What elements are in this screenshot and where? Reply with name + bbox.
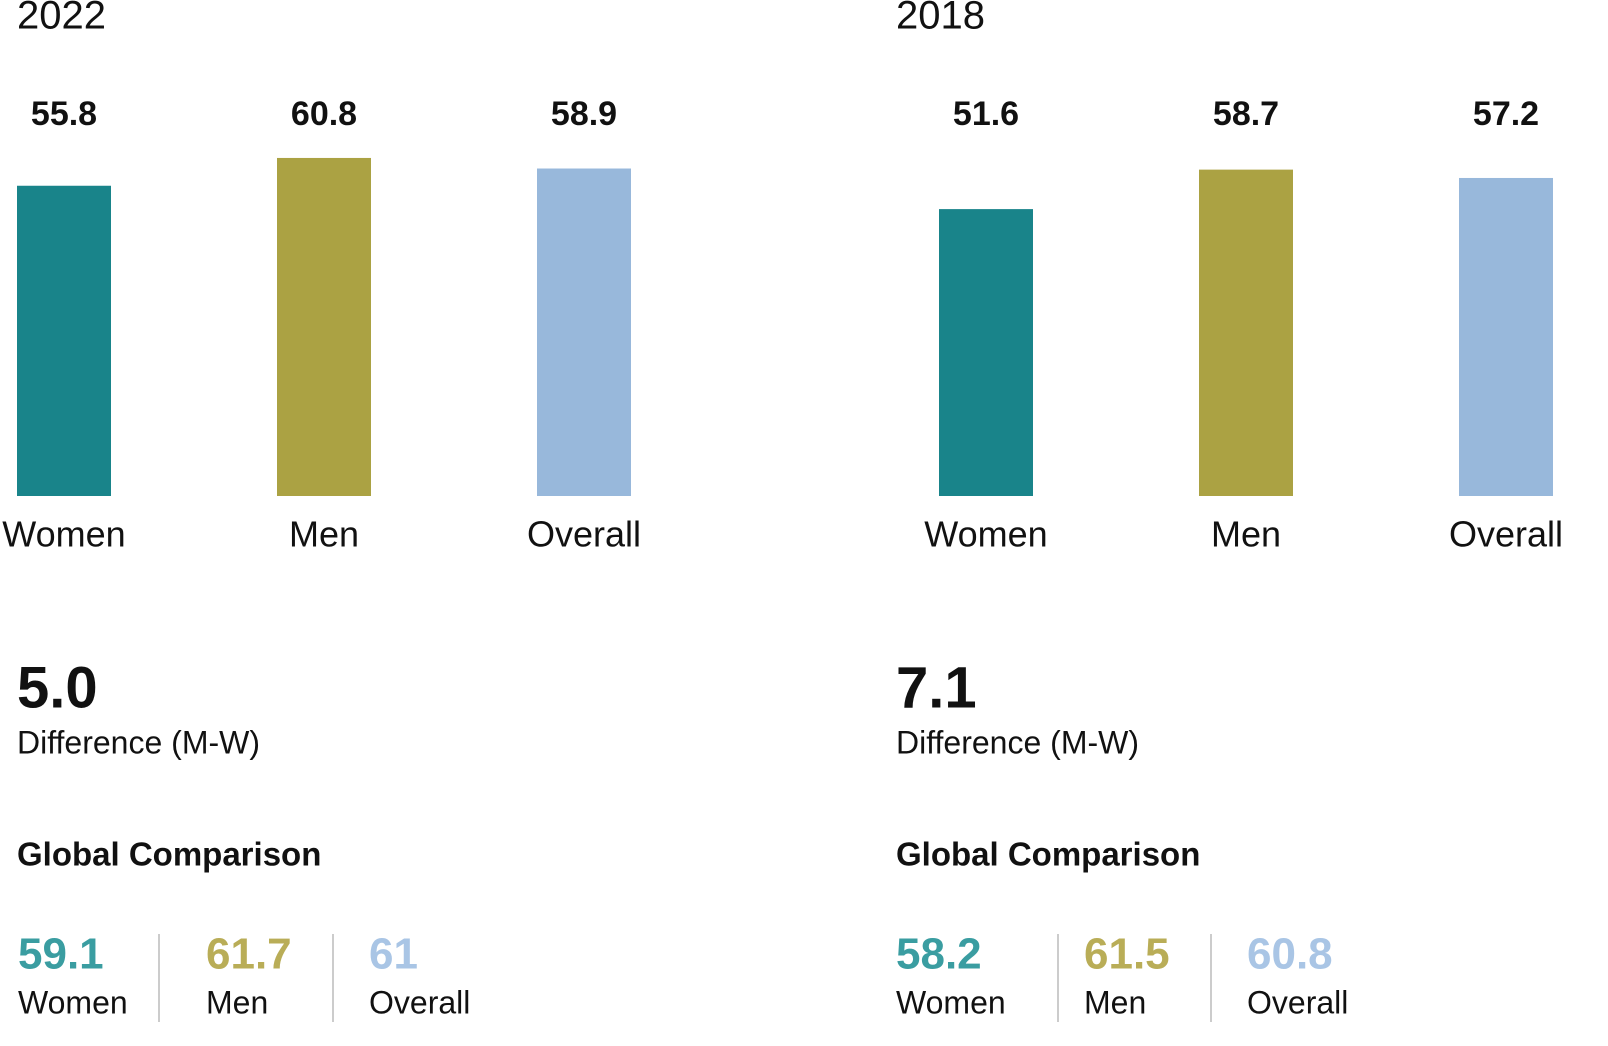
stat-label: Overall xyxy=(1247,984,1348,1020)
chart-title: 2018 xyxy=(896,0,985,38)
stat-value: 58.2 xyxy=(896,930,982,979)
stat-value: 61 xyxy=(369,930,418,979)
category-label: Overall xyxy=(527,514,641,555)
category-label: Women xyxy=(924,514,1047,555)
stat-label: Women xyxy=(18,984,128,1020)
category-label: Men xyxy=(1211,514,1281,555)
category-label: Overall xyxy=(1449,514,1563,555)
stat-label: Men xyxy=(206,984,268,1020)
bar xyxy=(1459,177,1553,496)
stat-value: 59.1 xyxy=(18,930,104,979)
chart-title: 2022 xyxy=(17,0,106,38)
bar xyxy=(17,185,111,496)
stat-label: Overall xyxy=(369,984,470,1020)
bar xyxy=(537,168,631,497)
category-label: Women xyxy=(2,514,125,555)
bar xyxy=(277,157,371,496)
stat-value: 61.7 xyxy=(206,930,292,979)
value-label: 51.6 xyxy=(953,95,1019,133)
stat-value: 61.5 xyxy=(1084,930,1170,979)
stat-label: Women xyxy=(896,984,1006,1020)
value-label: 57.2 xyxy=(1473,95,1539,133)
bar xyxy=(1199,169,1293,497)
category-label: Men xyxy=(289,514,359,555)
difference-label: Difference (M-W) xyxy=(896,724,1139,760)
stat-label: Men xyxy=(1084,984,1146,1020)
value-label: 58.7 xyxy=(1213,95,1279,133)
value-label: 55.8 xyxy=(31,95,97,133)
comparison-heading: Global Comparison xyxy=(17,836,321,873)
difference-value: 5.0 xyxy=(17,655,98,720)
comparison-heading: Global Comparison xyxy=(896,836,1200,873)
difference-label: Difference (M-W) xyxy=(17,724,260,760)
stat-value: 60.8 xyxy=(1247,930,1333,979)
difference-value: 7.1 xyxy=(896,655,977,720)
bar xyxy=(939,209,1033,496)
value-label: 60.8 xyxy=(291,95,357,133)
value-label: 58.9 xyxy=(551,95,617,133)
